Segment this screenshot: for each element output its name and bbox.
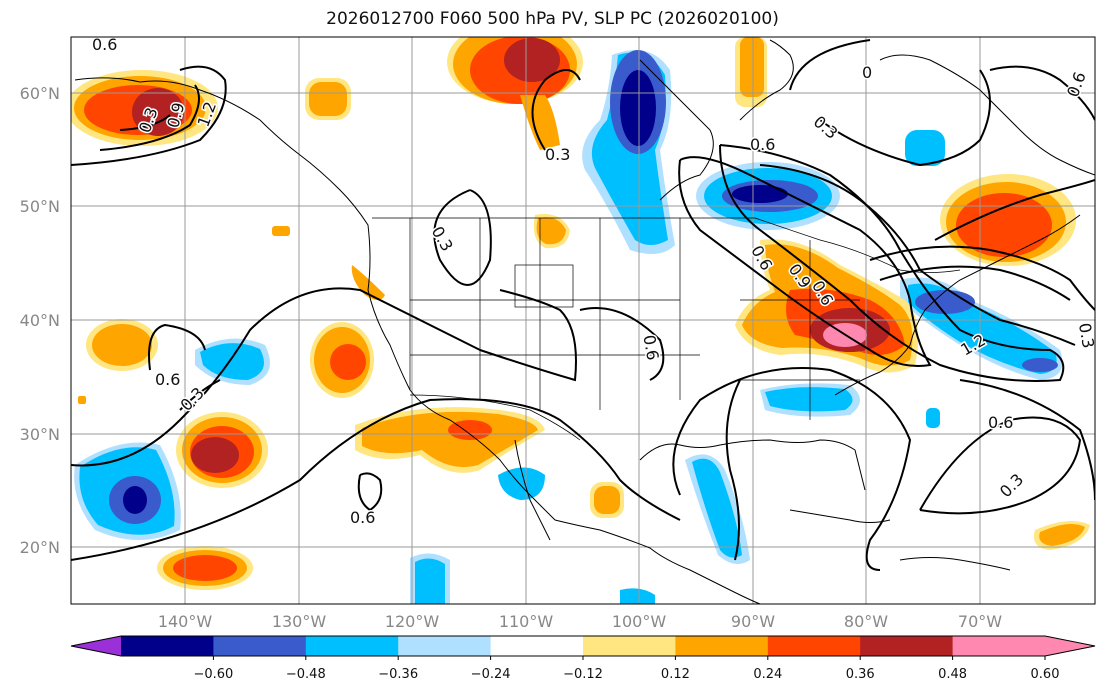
lon-axis-labels: 140°W 130°W 120°W 110°W 100°W 90°W 80°W … [158,612,1002,631]
colorbar-segment [675,636,769,656]
colorbar-tick-label: 0.12 [661,667,690,682]
colorbar-segment [305,636,399,656]
lon-label: 120°W [385,612,440,631]
colorbar-tick-label: 0.24 [753,667,782,682]
contour-label: 0.6 [988,413,1013,432]
contour-label: 0.6 [92,35,117,54]
lon-label: 70°W [958,612,1002,631]
lat-label: 40°N [20,311,60,330]
lat-label: 20°N [20,538,60,557]
lon-label: 140°W [158,612,213,631]
map-frame [70,36,1096,605]
pv-shading [71,37,1090,604]
lon-label: 110°W [499,612,554,631]
lon-label: 100°W [612,612,667,631]
colorbar-segment [952,636,1046,656]
colorbar-segment [583,636,676,656]
lon-label: 80°W [844,612,888,631]
colorbar-segment [121,636,214,656]
colorbar-segment [767,636,861,656]
colorbar-tick-label: −0.24 [471,667,511,682]
contour-label: 0.6 [155,370,180,389]
contour-label: 0.3 [1075,321,1098,349]
contour-label: 0.3 [545,145,570,164]
colorbar-segment [490,636,584,656]
contour-label: 0 [862,63,872,82]
coastlines [74,39,1095,604]
lat-label: 60°N [20,84,60,103]
colorbar-segment [860,636,954,656]
colorbar-segment [213,636,307,656]
colorbar-tick-label: −0.36 [378,667,418,682]
colorbar-extension-high [1045,636,1095,656]
lon-label: 130°W [272,612,327,631]
colorbar-segment [398,636,492,656]
colorbar-tick-label: −0.12 [563,667,603,682]
colorbar-tick-label: −0.48 [286,667,326,682]
contour-label: 0.6 [350,508,375,527]
map-title: 2026012700 F060 500 hPa PV, SLP PC (2026… [326,9,779,29]
slp-contours [71,39,1095,571]
lat-label: 50°N [20,197,60,216]
colorbar-tick-label: 0.36 [846,667,875,682]
colorbar-tick-label: 0.60 [1031,667,1060,682]
colorbar-tick-label: 0.48 [938,667,967,682]
graticule [71,37,1095,604]
contour-label: 0.6 [639,333,662,361]
colorbar: −0.60 −0.48 −0.36 −0.24 −0.12 0.12 0.24 0.36 0.4… [70,635,1096,682]
colorbar-outline [70,635,1096,657]
lat-label: 30°N [20,425,60,444]
contour-label: 0.6 [750,135,775,154]
colorbar-extension-low [71,636,121,656]
lon-label: 90°W [731,612,775,631]
lat-axis-labels: 60°N 50°N 40°N 30°N 20°N [20,84,60,557]
political-borders [372,217,961,441]
colorbar-tick-label: −0.60 [193,667,233,682]
